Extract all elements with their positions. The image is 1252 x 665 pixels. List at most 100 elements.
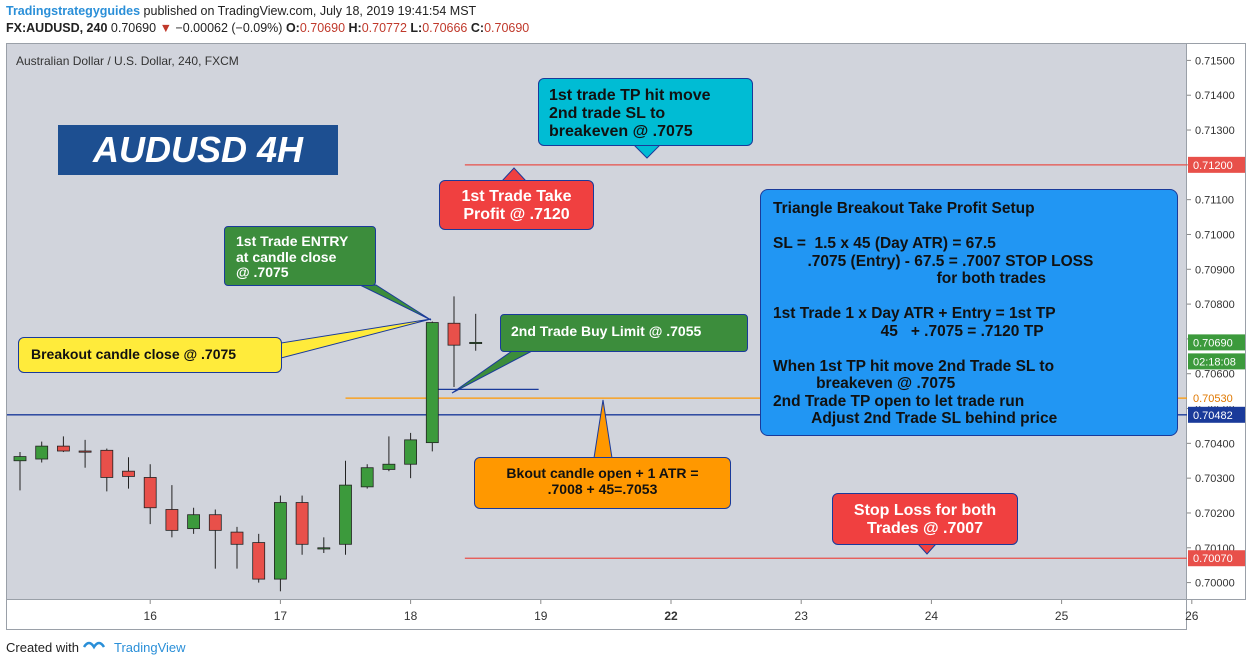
candle-body <box>122 470 135 477</box>
candle <box>208 509 222 569</box>
candle-body <box>404 439 418 465</box>
candle <box>469 313 483 351</box>
price-tick-label: 0.70000 <box>1195 578 1235 590</box>
bkout-atr-callout: Bkout candle open + 1 ATR = .7008 + 45=.… <box>474 457 731 509</box>
candle-body <box>360 467 374 488</box>
candle <box>382 436 396 472</box>
candle <box>447 296 461 387</box>
take-profit-callout: 1st Trade Take Profit @ .7120 <box>439 180 594 230</box>
candle <box>143 464 157 525</box>
candle <box>425 321 439 452</box>
high-value: 0.70772 <box>361 21 407 35</box>
price-change: −0.00062 (−0.09%) <box>175 21 283 35</box>
ohlc-line: FX:AUDUSD, 240 0.70690 ▼ −0.00062 (−0.09… <box>6 21 529 35</box>
author-link[interactable]: Tradingstrategyguides <box>6 4 141 18</box>
candle <box>122 457 135 489</box>
candle <box>295 495 309 555</box>
price-tick-label: 0.70200 <box>1195 508 1235 520</box>
tradingview-link[interactable]: TradingView <box>114 640 186 655</box>
time-tick-label: 26 <box>1185 609 1199 623</box>
candle <box>57 436 70 453</box>
time-axis[interactable] <box>6 600 1187 630</box>
time-tick-label: 17 <box>274 609 288 623</box>
open-label: O: <box>285 21 300 35</box>
price-tick-label: 0.70600 <box>1195 369 1235 381</box>
support-line-tag-label: 0.70482 <box>1193 410 1233 422</box>
candle-body <box>208 514 222 531</box>
tp-line-tag-bg <box>1188 156 1245 173</box>
candle <box>78 439 92 468</box>
last-price: 0.70690 <box>110 21 157 35</box>
buy-limit-callout: 2nd Trade Buy Limit @ .7055 <box>500 314 748 352</box>
close-value: 0.70690 <box>484 21 530 35</box>
publish-info: Tradingstrategyguides published on Tradi… <box>6 4 476 18</box>
candle-body <box>339 484 352 545</box>
open-value: 0.70690 <box>299 21 346 35</box>
candle <box>230 526 244 569</box>
countdown-tag: 02:18:08 <box>1188 353 1245 370</box>
stop-loss-line-tag-bg <box>1188 550 1245 567</box>
price-tick-label: 0.70900 <box>1195 264 1235 276</box>
change-down-icon: ▼ <box>159 21 172 35</box>
cyan-callout-pointer <box>632 144 662 159</box>
price-tick-labels: 0.71500 0.71400 0.71300 0.71200 0.71100 0.710… <box>1187 55 1235 590</box>
candle-body <box>252 542 266 580</box>
current-price-tag: 0.70690 <box>1188 334 1245 351</box>
breakout-callout: Breakout candle close @ .7075 <box>18 337 282 373</box>
candle-body <box>317 547 331 550</box>
high-label: H: <box>348 21 362 35</box>
time-tick-label: 18 <box>404 609 418 623</box>
candle <box>360 464 374 489</box>
time-tick-label: 25 <box>1055 609 1069 623</box>
callout-pointers <box>280 144 938 555</box>
price-tick-label: 0.71300 <box>1195 125 1235 137</box>
tp-line-tag: 0.71200 <box>1188 156 1245 173</box>
price-tick-label: 0.70300 <box>1195 473 1235 485</box>
buy-limit-pointer <box>451 350 533 394</box>
stop-loss-line-tag: 0.70070 <box>1188 550 1245 567</box>
title-badge: AUDUSD 4H <box>58 125 338 175</box>
chart-symbol-title: Australian Dollar / U.S. Dollar, 240, FX… <box>16 54 239 68</box>
breakout-pointer <box>280 318 432 359</box>
candle-body <box>447 322 461 346</box>
candle <box>35 441 49 463</box>
price-tick-label: 0.70800 <box>1195 299 1235 311</box>
price-tick-label: 0.71500 <box>1195 55 1235 67</box>
setup-notes-callout: Triangle Breakout Take Profit Setup SL =… <box>760 189 1178 436</box>
candle-body <box>273 502 287 580</box>
current-price-tag-label: 0.70690 <box>1193 337 1233 349</box>
buy-limit-line-tag: 0.70530 <box>1188 390 1245 407</box>
candle <box>339 460 352 555</box>
price-axis[interactable] <box>1187 43 1246 600</box>
entry-callout: 1st Trade ENTRY at candle close @ .7075 <box>224 226 376 286</box>
buy-limit-line-tag-label: 0.70530 <box>1193 393 1233 405</box>
symbol-interval: FX:AUDUSD, 240 <box>6 21 108 35</box>
time-tick-labels: 16 17 18 19 22 23 24 25 26 <box>144 600 1199 623</box>
support-line-tag-bg <box>1188 406 1245 423</box>
stop-loss-callout: Stop Loss for both Trades @ .7007 <box>832 493 1018 545</box>
candle <box>252 533 266 583</box>
candle-body <box>295 502 309 545</box>
countdown-tag-label: 02:18:08 <box>1193 356 1236 368</box>
candle-body <box>187 514 201 530</box>
candle-body <box>143 477 157 509</box>
candle-body <box>230 531 244 545</box>
published-text: published on TradingView.com, July 18, 2… <box>143 4 477 18</box>
candle <box>317 537 331 554</box>
tradingview-logo-icon <box>82 641 106 650</box>
price-tick-label: 0.70400 <box>1195 438 1235 450</box>
candle-body <box>35 445 49 460</box>
entry-pointer <box>359 284 432 321</box>
candle-body <box>57 445 70 452</box>
price-tick-label: 0.71000 <box>1195 229 1235 241</box>
price-tick-label: 0.71400 <box>1195 90 1235 102</box>
candle-body <box>13 456 27 462</box>
close-label: C: <box>470 21 485 35</box>
candle <box>13 452 27 491</box>
stop-loss-line-tag-label: 0.70070 <box>1193 553 1233 565</box>
time-tick-label: 24 <box>925 609 939 623</box>
bkout-atr-pointer <box>593 399 613 459</box>
candle-body <box>100 449 114 478</box>
current-price-tag-bg <box>1188 334 1245 351</box>
candle-body <box>165 509 179 531</box>
